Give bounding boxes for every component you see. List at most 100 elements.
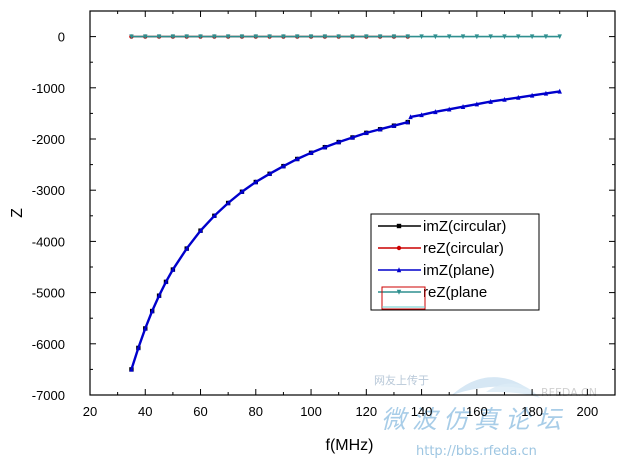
legend-label-rez-circular: reZ(circular) [423,240,504,257]
x-tick-label: 180 [521,404,543,419]
x-axis-title: f(MHz) [326,437,374,454]
series-0 [129,119,410,372]
rez-plane-point [419,34,424,40]
rez-plane-point [322,34,328,40]
y-tick-label: -3000 [32,183,65,198]
rez-plane-point [391,34,397,40]
imz-plane-point [295,156,300,162]
legend-label-imz-circular: imZ(circular) [423,218,506,235]
imz-plane-point [136,345,141,351]
watermark-brand: RFEDA.CN [541,386,597,399]
rez-plane-point [336,34,341,40]
imz-plane-point [364,130,369,136]
y-tick-label: -7000 [32,388,65,403]
x-tick-label: 40 [138,404,152,419]
imz-plane-point [156,292,162,298]
plot-frame [89,10,616,396]
imz-plane-point [447,106,452,112]
imz-plane-point [502,96,507,102]
legend-marker-rez-plane [396,289,402,295]
imz-circular-line [130,121,408,370]
imz-plane-point [163,279,169,285]
rez-plane-point [225,34,231,40]
rez-plane-point [474,34,480,40]
watermark-wing-icon [486,383,540,398]
watermark-layer: 网友上传于 RFEDA.CN 微波仿真论坛 http://bbs.rfeda.cn [374,373,597,459]
rez-plane-point [460,34,466,40]
rez-plane-point [350,34,355,40]
rez-plane-point [267,34,272,40]
imz-plane-point [419,112,424,118]
rez-plane-point [295,34,300,40]
legend: imZ(circular) reZ(circular) imZ(plane) reZ(… [370,213,540,311]
imz-plane-point [308,150,314,156]
imz-plane-point [212,213,217,218]
imz-plane-point [149,308,155,314]
imz-plane-point [460,104,466,109]
imz-plane-point [529,92,535,98]
imz-plane-point [170,266,176,272]
rez-plane-point [405,34,410,40]
rez-plane-point [143,34,148,40]
rez-plane-point [516,34,521,40]
y-tick-label: -5000 [32,286,65,301]
x-tick-label: 200 [577,404,599,419]
rez-plane-point [156,34,162,40]
x-tick-label: 60 [193,404,207,419]
y-axis-title: Z [9,208,26,218]
rez-plane-point [447,34,452,40]
x-tick-label: 140 [411,404,433,419]
imz-plane-point [391,122,397,128]
plot-frame-border [89,10,616,396]
imz-plane-point [405,119,410,125]
watermark-forum-text: 网友上传于 [374,373,429,387]
x-tick-label: 160 [466,404,488,419]
rez-plane-point [433,34,438,40]
legend-marker-imz-circular [396,223,402,229]
legend-selection-box [381,286,426,310]
imz-plane-point [322,144,328,150]
series-3 [129,34,562,40]
y-tick-label: -6000 [32,337,65,352]
y-tick-label: -4000 [32,234,65,249]
rez-plane-point [557,34,562,40]
x-tick-label: 100 [300,404,322,419]
rez-plane-point [253,34,258,40]
watermark-slogan: 微波仿真论坛 [381,405,567,434]
watermark-wing-icon [452,377,530,395]
imz-plane-point [557,88,562,94]
imz-plane-point [267,171,272,177]
y-tick-label: -2000 [32,132,65,147]
series-2 [129,88,562,372]
x-tick-label: 20 [83,404,97,419]
imz-plane-point [281,163,286,169]
imz-plane-point [350,134,355,140]
y-tick-label: 0 [58,30,65,45]
rez-plane-point [198,34,203,40]
imz-plane-point [488,98,493,104]
imz-plane-point [198,227,203,233]
rez-plane-point [529,34,535,40]
legend-label-rez-plane: reZ(plane [423,284,487,301]
y-tick-label: -1000 [32,81,65,96]
legend-marker-imz-plane [396,267,402,273]
imz-plane-point [474,101,480,107]
rez-plane-point [364,34,369,40]
tick-labels: 20 40 60 80 100 120 140 160 180 200 0 -1000 -2000 -30… [32,30,598,419]
imz-plane-point [433,109,438,115]
imz-plane-point [239,189,245,194]
imz-plane-point [543,90,549,96]
series-layer [129,34,562,372]
imz-plane-point [184,245,189,251]
rez-plane-point [308,34,314,40]
rez-plane-point [377,34,383,40]
imz-plane-point [516,94,521,100]
rez-plane-point [170,34,176,40]
legend-marker-rez-circular [396,245,402,251]
imz-plane-line [130,90,560,370]
axis-ticks [89,10,615,396]
axis-titles: f(MHz) Z [9,208,373,454]
rez-plane-point [502,34,507,40]
x-tick-label: 80 [249,404,263,419]
